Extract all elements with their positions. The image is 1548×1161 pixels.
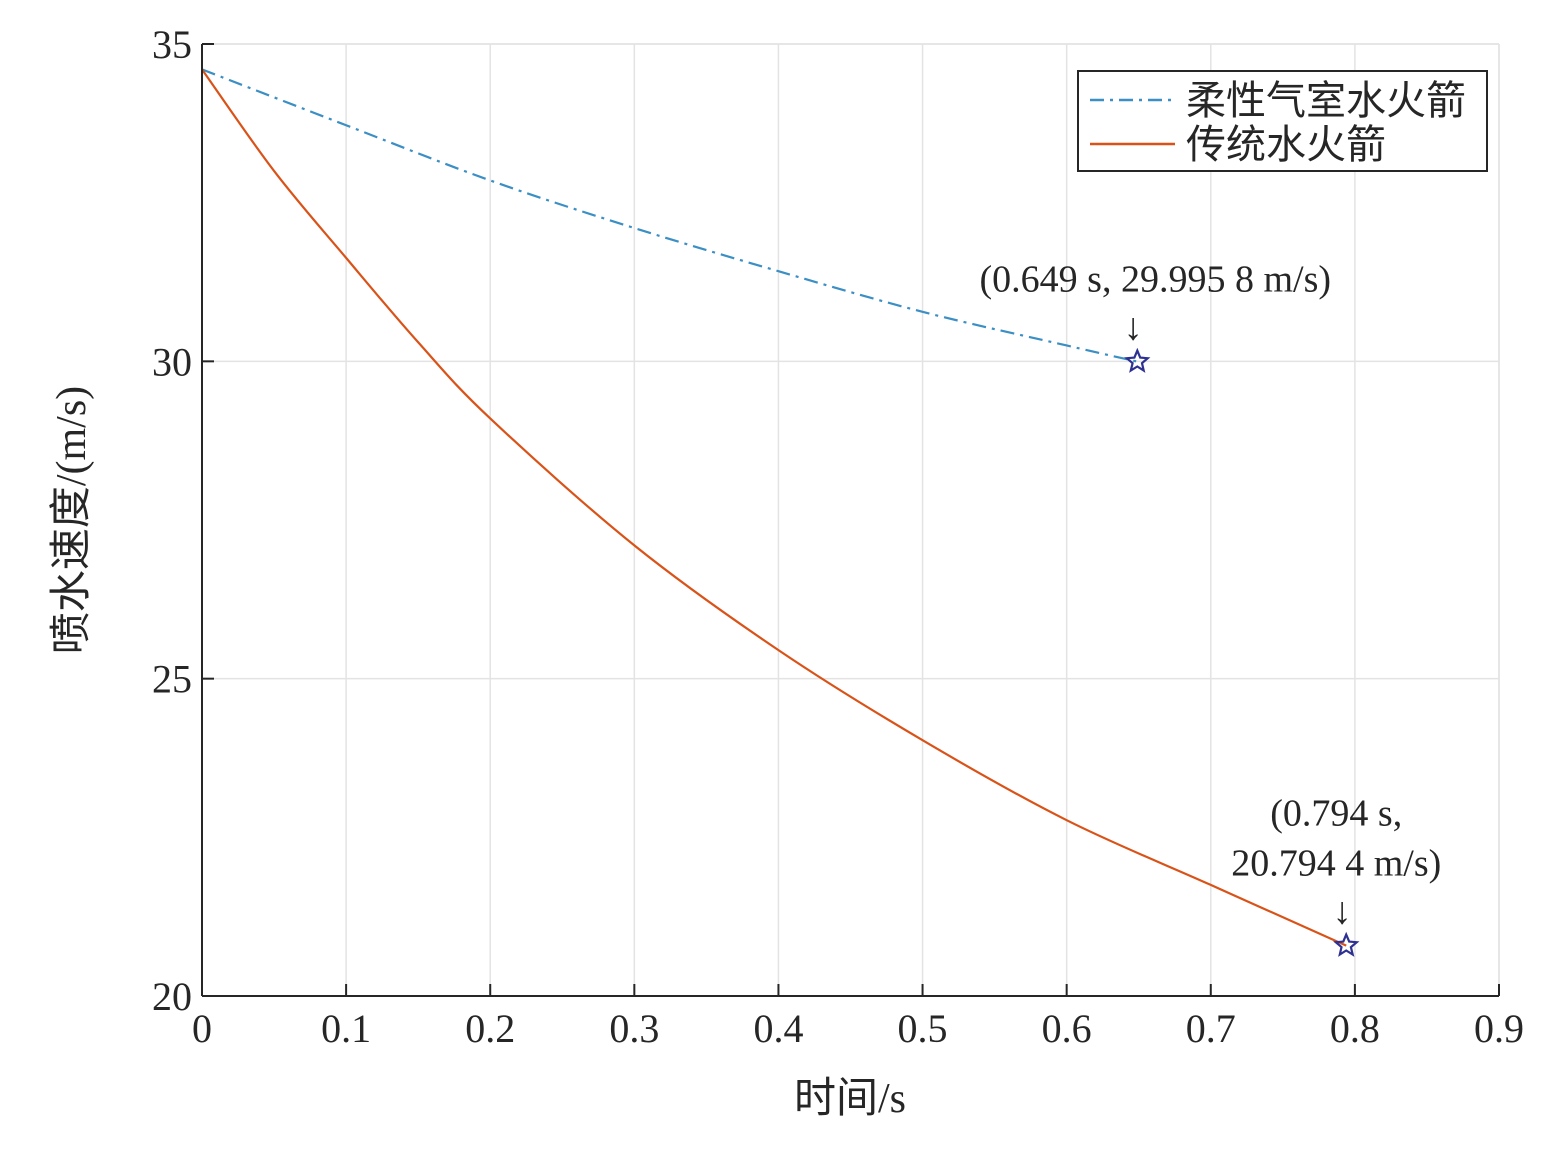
- x-tick-label: 0.7: [1186, 1006, 1236, 1051]
- y-tick-label: 35: [152, 22, 192, 67]
- arrow-icon: ↓: [1124, 307, 1143, 349]
- x-tick-label: 0.2: [465, 1006, 515, 1051]
- x-tick-label: 0.1: [321, 1006, 371, 1051]
- series-group: [201, 68, 1347, 947]
- legend-label-traditional: 传统水火箭: [1186, 122, 1386, 167]
- ticks: 0 0.1 0.2 0.3 0.4 0.5 0.6 0.7 0.8 0.9 20 25 30 35: [152, 22, 1524, 1051]
- y-tick-label: 20: [152, 974, 192, 1019]
- x-tick-label: 0.5: [898, 1006, 948, 1051]
- legend-label-flexible: 柔性气室水火箭: [1186, 78, 1466, 123]
- annotation-text: (0.794 s,: [1270, 793, 1402, 835]
- arrow-icon: ↓: [1333, 891, 1352, 933]
- star-marker: [1124, 347, 1151, 373]
- y-tick-label: 25: [152, 657, 192, 702]
- legend: 柔性气室水火箭 传统水火箭: [1077, 70, 1488, 172]
- annotations: ↓ (0.649 s, 29.995 8 m/s) ↓ (0.794 s, 20.794…: [980, 259, 1441, 957]
- star-marker: [1333, 931, 1360, 957]
- annotation-text: 20.794 4 m/s): [1231, 843, 1441, 885]
- x-tick-label: 0.8: [1330, 1006, 1380, 1051]
- y-tick-label: 30: [152, 339, 192, 384]
- x-tick-label: 0.9: [1474, 1006, 1524, 1051]
- x-tick-label: 0.3: [609, 1006, 659, 1051]
- x-tick-label: 0.4: [753, 1006, 803, 1051]
- x-tick-label: 0.6: [1042, 1006, 1092, 1051]
- grid: [202, 43, 1500, 996]
- y-axis-label: 喷水速度/(m/s): [49, 386, 95, 654]
- legend-box: [1077, 70, 1488, 172]
- x-tick-label: 0: [192, 1006, 212, 1051]
- annotation-text: (0.649 s, 29.995 8 m/s): [980, 259, 1332, 301]
- series-line-0: [201, 68, 1138, 363]
- x-axis-label: 时间/s: [794, 1076, 906, 1122]
- series-line-1: [201, 68, 1347, 947]
